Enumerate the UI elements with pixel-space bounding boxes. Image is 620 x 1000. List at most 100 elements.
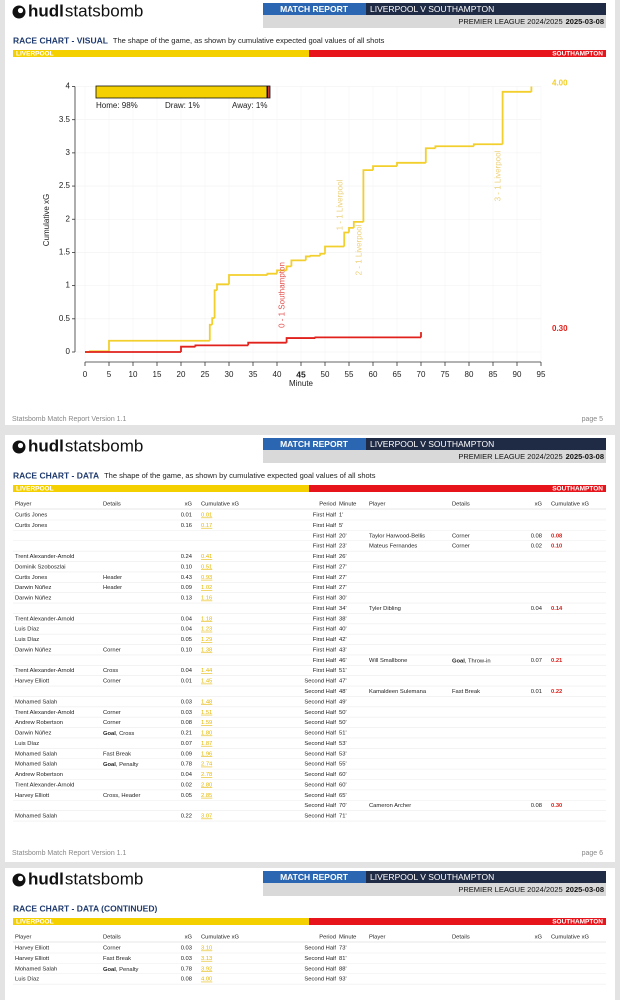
table-cell: Andrew Robertson — [15, 772, 63, 778]
step-segment — [501, 90, 532, 145]
step-segment — [304, 255, 311, 261]
table-cell: 0.03 — [181, 956, 192, 962]
step-segment — [324, 245, 345, 252]
table-header: Details — [452, 935, 470, 941]
table-cell: Header — [103, 575, 122, 581]
logo-icon-inner — [17, 875, 24, 882]
table-cell: Darwin Núñez — [15, 731, 52, 737]
x-tick-label: 65 — [393, 370, 402, 379]
step-segment — [290, 259, 306, 267]
y-tick-label: 2.5 — [59, 181, 71, 190]
footer-version: Statsbomb Match Report Version 1.1 — [12, 850, 126, 857]
away-team: SOUTHAMPTON — [552, 486, 603, 493]
x-tick-label: 90 — [513, 370, 522, 379]
x-tick-label: 85 — [489, 370, 498, 379]
competition: PREMIER LEAGUE 2024/2025 — [458, 17, 562, 26]
table-cell: 0.01 — [531, 689, 542, 695]
table-cell: 2.80 — [201, 782, 212, 788]
table-header: xG — [535, 502, 543, 508]
table-cell: First Half — [313, 585, 337, 591]
table-cell: First Half — [313, 668, 337, 674]
table-cell: 55' — [339, 762, 347, 768]
competition-bg — [263, 450, 606, 463]
table-cell: 0.10 — [551, 544, 562, 550]
x-tick-label: 5 — [107, 370, 112, 379]
competition-bg — [263, 15, 606, 28]
competition-bg — [263, 883, 606, 896]
x-tick-label: 70 — [417, 370, 426, 379]
table-cell: Tyler Dibling — [369, 606, 401, 612]
table-cell: 60' — [339, 772, 347, 778]
table-cell: Second Half — [304, 946, 336, 952]
page-sheet — [5, 435, 615, 862]
table-cell: 0.09 — [181, 585, 192, 591]
table-header: Period — [319, 502, 336, 508]
table-cell: 0.08 — [181, 720, 192, 726]
table-cell: Second Half — [304, 782, 336, 788]
page-sheet — [5, 0, 615, 425]
table-cell: First Half — [313, 544, 337, 550]
win-probability-segment — [268, 86, 270, 98]
x-tick-label: 30 — [225, 370, 234, 379]
table-cell: Luis Díaz — [15, 627, 39, 633]
table-header: Cumulative xG — [551, 935, 590, 941]
table-cell: Trent Alexander-Arnold — [15, 616, 74, 622]
step-segment — [285, 337, 316, 343]
table-cell: Second Half — [304, 720, 336, 726]
table-cell: Andrew Robertson — [15, 720, 63, 726]
x-tick-label: 55 — [345, 370, 354, 379]
table-cell: 0.22 — [181, 814, 192, 820]
table-cell: 30' — [339, 596, 347, 602]
table-cell: Trent Alexander-Arnold — [15, 554, 74, 560]
section-title: RACE CHART - DATA — [13, 470, 99, 480]
table-cell: 0.16 — [181, 523, 192, 529]
table-cell: Mohamed Salah — [15, 814, 57, 820]
team-bar-away — [309, 918, 606, 925]
x-tick-label: 0 — [83, 370, 88, 379]
match-date: 2025-03-08 — [566, 17, 604, 26]
table-cell: 0.24 — [181, 554, 193, 560]
table-cell: Fast Break — [103, 751, 131, 757]
table-cell: 1' — [339, 513, 343, 519]
table-cell: Fast Break — [452, 689, 480, 695]
step-segment — [396, 161, 426, 167]
table-cell: 71' — [339, 814, 347, 820]
y-tick-label: 1 — [66, 281, 71, 290]
table-cell: 0.21 — [181, 731, 192, 737]
step-segment — [372, 165, 397, 168]
page-number: page 5 — [582, 416, 604, 423]
table-cell: 0.08 — [531, 533, 542, 539]
table-cell: Second Half — [304, 956, 336, 962]
table-cell: Second Half — [304, 751, 336, 757]
table-cell: 0.10 — [181, 564, 192, 570]
table-cell: 1.80 — [201, 731, 212, 737]
step-segment — [228, 274, 268, 285]
goal-annotation: 2 - 1 Liverpool — [355, 224, 364, 275]
table-cell: 60' — [339, 782, 347, 788]
table-cell: 3.92 — [201, 966, 212, 972]
table-cell: 0.04 — [181, 772, 193, 778]
table-cell: Mohamed Salah — [15, 762, 57, 768]
section-subtitle: The shape of the game, as shown by cumul… — [113, 36, 385, 45]
table-cell: Darwin Núñez — [15, 596, 52, 602]
page-number: page 6 — [582, 850, 604, 857]
table-header: Details — [452, 502, 470, 508]
goal-annotation: 1 - 1 Liverpool — [335, 179, 344, 230]
table-cell: 0.08 — [551, 533, 563, 539]
table-header: Details — [103, 502, 121, 508]
win-probability-label: Home: 98% — [96, 101, 138, 110]
table-cell: 3.10 — [201, 946, 212, 952]
table-cell: 0.04 — [181, 627, 193, 633]
table-cell: 27' — [339, 575, 347, 581]
home-team: LIVERPOOL — [16, 919, 54, 926]
step-segment — [424, 147, 436, 163]
goal-annotation: 0 - 1 Southampton — [278, 262, 287, 328]
table-header: Cumulative xG — [201, 935, 240, 941]
match-date: 2025-03-08 — [566, 885, 604, 894]
table-cell: 38' — [339, 616, 347, 622]
table-cell: Corner — [103, 720, 121, 726]
y-tick-label: 0 — [66, 347, 71, 356]
table-cell: Corner — [103, 679, 121, 685]
table-cell: 0.07 — [531, 658, 542, 664]
